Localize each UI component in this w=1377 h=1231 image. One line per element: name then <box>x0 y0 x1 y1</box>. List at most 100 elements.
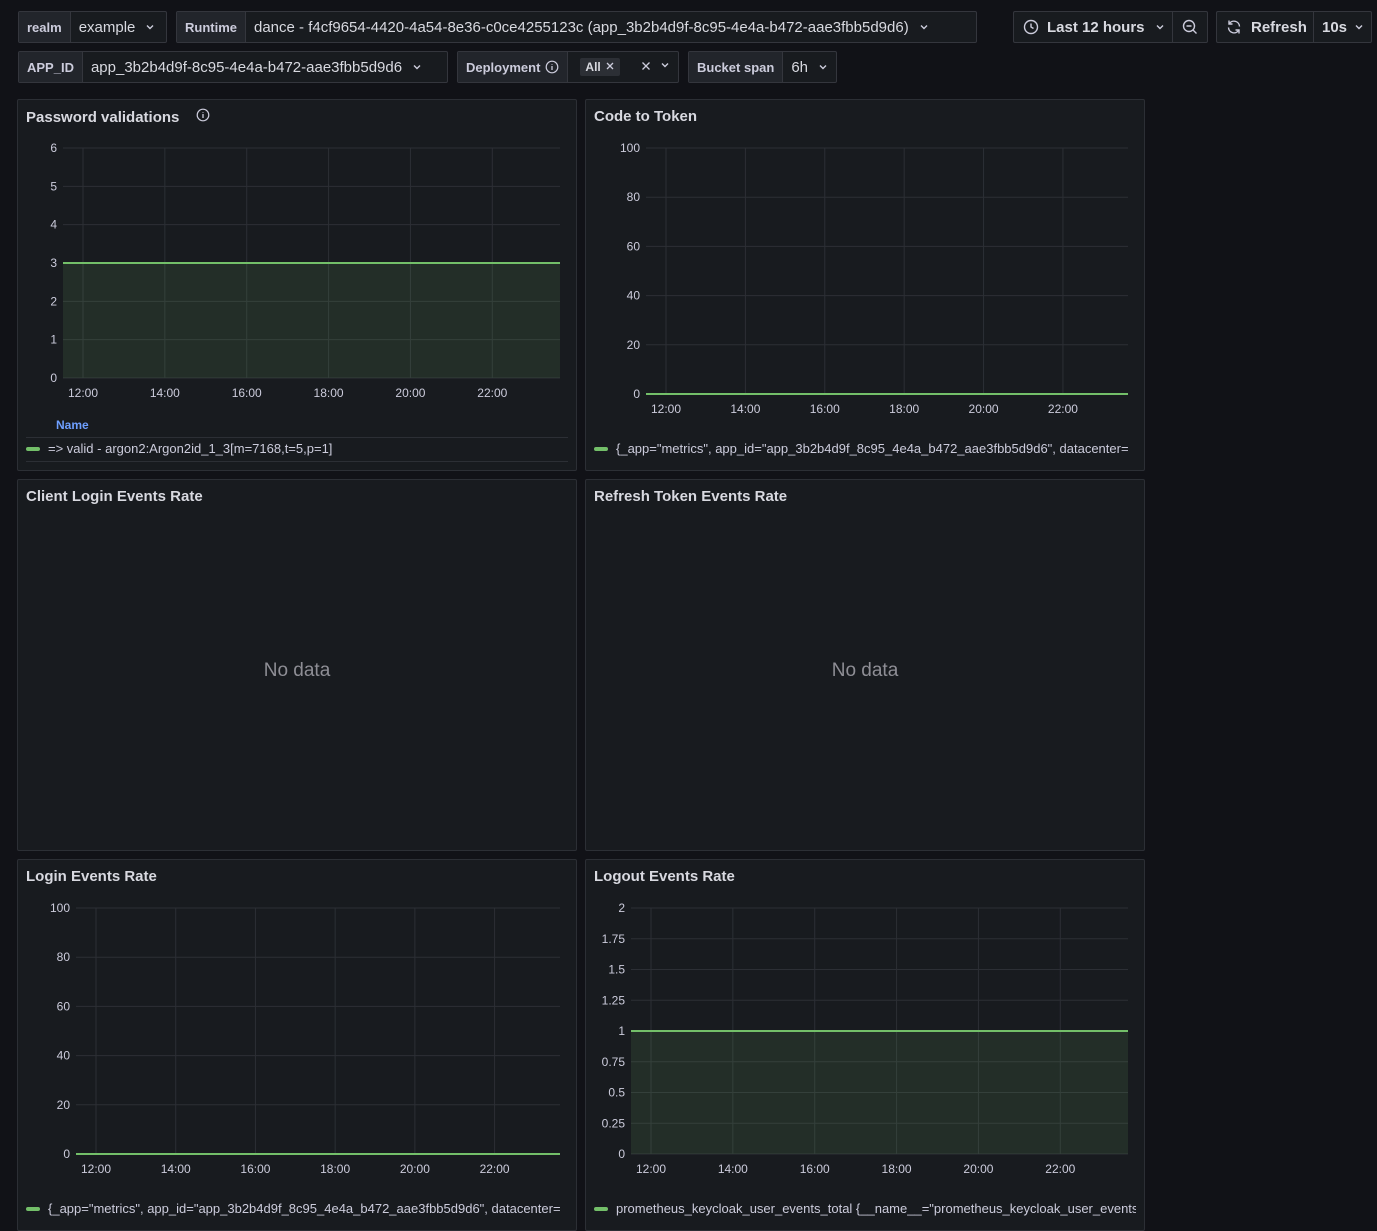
legend-item[interactable]: prometheus_keycloak_user_events_total {_… <box>594 1201 1136 1216</box>
panel-login-events-rate[interactable]: Login Events Rate 0 20 40 60 80 100 12:00 14:00… <box>17 859 577 1231</box>
clear-icon[interactable] <box>640 59 652 76</box>
deployment-variable[interactable]: Deployment All <box>457 51 679 83</box>
legend-item[interactable]: {_app="metrics", app_id="app_3b2b4d9f_8c… <box>594 441 1136 456</box>
series-area <box>63 263 560 378</box>
y-tick-label: 2 <box>50 294 57 308</box>
realm-select[interactable]: example <box>71 12 166 42</box>
x-tick-label: 22:00 <box>1045 1162 1075 1176</box>
y-tick-label: 3 <box>50 256 57 270</box>
panel-logout-events-rate[interactable]: Logout Events Rate 0 0.25 0.5 0.75 1 1.25 1.5 1… <box>585 859 1145 1231</box>
x-tick-label: 20:00 <box>963 1162 993 1176</box>
zoom-out-button[interactable] <box>1172 11 1208 43</box>
bucket-span-variable[interactable]: Bucket span 6h <box>688 51 837 83</box>
x-tick-label: 18:00 <box>314 386 344 400</box>
y-tick-label: 1 <box>618 1024 625 1038</box>
x-tick-label: 12:00 <box>68 386 98 400</box>
time-range-label: Last 12 hours <box>1047 18 1145 36</box>
panel-code-to-token[interactable]: Code to Token 0 20 40 60 80 100 12:00 14:00 16:0… <box>585 99 1145 471</box>
bucket-span-label: Bucket span <box>689 52 784 82</box>
zoom-out-icon <box>1182 19 1198 35</box>
deployment-label-wrap: Deployment <box>458 52 569 82</box>
refresh-interval-value: 10s <box>1322 18 1348 36</box>
y-tick-label: 1.75 <box>602 932 626 946</box>
y-tick-label: 1.5 <box>608 963 625 977</box>
x-tick-label: 14:00 <box>718 1162 748 1176</box>
deployment-label: Deployment <box>466 59 541 75</box>
x-tick-label: 14:00 <box>730 402 760 416</box>
info-icon[interactable] <box>545 60 559 74</box>
clock-icon <box>1023 19 1039 35</box>
x-tick-label: 22:00 <box>480 1162 510 1176</box>
refresh-button[interactable]: Refresh <box>1216 11 1314 43</box>
code-to-token-chart: 0 20 40 60 80 100 12:00 14:00 16:00 18:00 20:00 22:… <box>620 141 1128 416</box>
panel-client-login-events-rate[interactable]: Client Login Events Rate No data <box>17 479 577 851</box>
chevron-down-icon <box>1153 20 1167 34</box>
y-tick-label: 40 <box>57 1049 71 1063</box>
refresh-interval-picker[interactable]: 10s <box>1313 11 1372 43</box>
legend-label: {_app="metrics", app_id="app_3b2b4d9f_8c… <box>616 441 1129 456</box>
refresh-label: Refresh <box>1251 18 1307 36</box>
time-range-picker[interactable]: Last 12 hours <box>1013 11 1173 43</box>
y-tick-label: 1 <box>50 333 57 347</box>
legend-divider <box>26 437 568 438</box>
realm-variable[interactable]: realm example <box>18 11 167 43</box>
x-tick-label: 14:00 <box>161 1162 191 1176</box>
x-tick-label: 16:00 <box>240 1162 270 1176</box>
panel-title: Password validations <box>26 108 210 126</box>
x-tick-label: 16:00 <box>800 1162 830 1176</box>
deployment-select[interactable]: All <box>568 52 678 82</box>
app-id-label: APP_ID <box>19 52 83 82</box>
x-tick-label: 12:00 <box>651 402 681 416</box>
app-id-variable[interactable]: APP_ID app_3b2b4d9f-8c95-4e4a-b472-aae3f… <box>18 51 448 83</box>
panel-password-validations[interactable]: Password validations 0 1 2 3 4 5 6 12:00 14:00 16… <box>17 99 577 471</box>
y-tick-label: 2 <box>618 901 625 915</box>
bucket-span-select[interactable]: 6h <box>783 52 836 82</box>
panel-title-text: Password validations <box>26 108 180 126</box>
legend-item[interactable]: {_app="metrics", app_id="app_3b2b4d9f_8c… <box>26 1201 568 1216</box>
realm-label: realm <box>19 12 71 42</box>
y-tick-label: 20 <box>627 338 641 352</box>
legend-item[interactable]: => valid - argon2:Argon2id_1_3[m=7168,t=… <box>26 441 332 456</box>
y-tick-label: 100 <box>50 901 70 915</box>
chevron-down-icon <box>658 58 672 76</box>
runtime-value: dance - f4cf9654-4420-4a54-8e36-c0ce4255… <box>254 18 909 36</box>
panel-title: Client Login Events Rate <box>26 488 203 505</box>
deployment-chip[interactable]: All <box>580 58 620 76</box>
runtime-select[interactable]: dance - f4cf9654-4420-4a54-8e36-c0ce4255… <box>246 12 939 42</box>
panel-refresh-token-events-rate[interactable]: Refresh Token Events Rate No data <box>585 479 1145 851</box>
series-swatch <box>26 1206 40 1211</box>
deployment-chip-label: All <box>585 60 601 74</box>
login-events-chart: 0 20 40 60 80 100 12:00 14:00 16:00 18:00 20:00 22:… <box>50 901 560 1176</box>
chevron-down-icon <box>143 20 157 34</box>
app-id-select[interactable]: app_3b2b4d9f-8c95-4e4a-b472-aae3fbb5d9d6 <box>83 52 432 82</box>
remove-chip-icon[interactable] <box>605 60 615 74</box>
chevron-down-icon <box>410 60 424 74</box>
runtime-variable[interactable]: Runtime dance - f4cf9654-4420-4a54-8e36-… <box>176 11 977 43</box>
y-tick-label: 80 <box>627 190 641 204</box>
y-tick-label: 20 <box>57 1098 71 1112</box>
password-chart: 0 1 2 3 4 5 6 12:00 14:00 16:00 18:00 20:00 22:00 <box>50 141 560 400</box>
legend-divider <box>26 461 568 462</box>
legend-label: {_app="metrics", app_id="app_3b2b4d9f_8c… <box>48 1201 561 1216</box>
chevron-down-icon <box>816 60 830 74</box>
y-tick-label: 0.75 <box>602 1055 626 1069</box>
y-tick-label: 0 <box>63 1147 70 1161</box>
realm-value: example <box>78 18 136 36</box>
y-tick-label: 80 <box>57 950 71 964</box>
legend-label: prometheus_keycloak_user_events_total {_… <box>616 1201 1136 1216</box>
x-tick-label: 12:00 <box>81 1162 111 1176</box>
y-tick-label: 60 <box>627 239 641 253</box>
y-tick-label: 1.25 <box>602 993 626 1007</box>
panel-title: Logout Events Rate <box>594 868 735 885</box>
chevron-down-icon <box>1352 20 1366 34</box>
x-tick-label: 22:00 <box>1048 402 1078 416</box>
x-tick-label: 18:00 <box>889 402 919 416</box>
y-tick-label: 60 <box>57 999 71 1013</box>
y-tick-label: 100 <box>620 141 640 155</box>
series-area <box>631 1031 1128 1154</box>
x-tick-label: 14:00 <box>150 386 180 400</box>
logout-events-chart: 0 0.25 0.5 0.75 1 1.25 1.5 1.75 2 12:00 14:00 16:00… <box>602 901 1128 1176</box>
info-icon[interactable] <box>196 108 210 126</box>
panel-title: Refresh Token Events Rate <box>594 488 788 505</box>
y-tick-label: 4 <box>50 218 57 232</box>
